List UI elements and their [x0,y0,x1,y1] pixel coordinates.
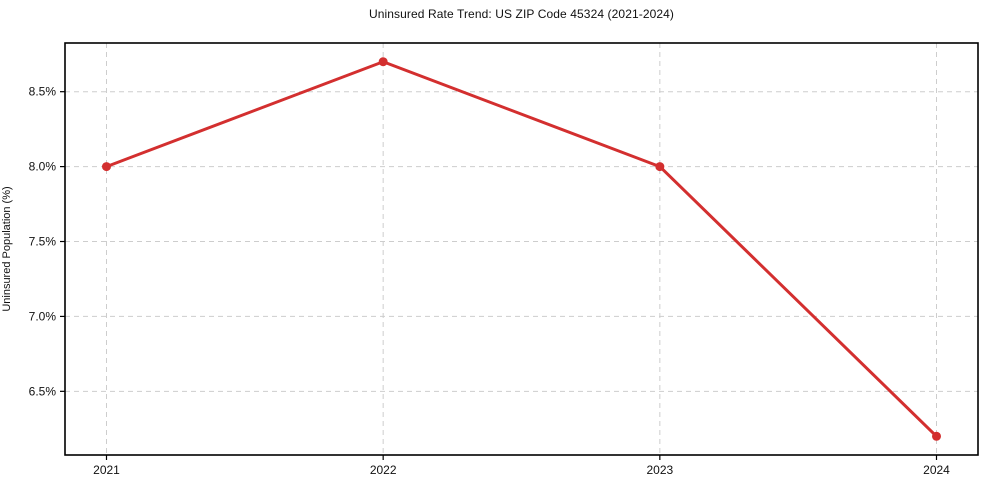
x-tick-label-2024: 2024 [923,463,950,477]
y-tick-label-7.5%: 7.5% [29,235,57,249]
data-point-2024 [932,431,941,441]
y-tick-label-8.0%: 8.0% [29,160,57,174]
y-tick-label-7.0%: 7.0% [29,309,57,323]
x-tick-label-2021: 2021 [93,463,120,477]
chart-title: Uninsured Rate Trend: US ZIP Code 45324 … [368,7,675,21]
x-tick-label-2022: 2022 [370,463,397,477]
data-point-2023 [655,162,665,172]
data-point-2021 [102,162,111,172]
y-tick-label-8.5%: 8.5% [29,85,57,99]
trend-line [105,60,938,438]
y-tick-label-6.5%: 6.5% [29,384,57,398]
data-point-2022 [378,57,388,67]
plot-border [64,42,979,456]
x-tick-label-2023: 2023 [646,463,673,477]
